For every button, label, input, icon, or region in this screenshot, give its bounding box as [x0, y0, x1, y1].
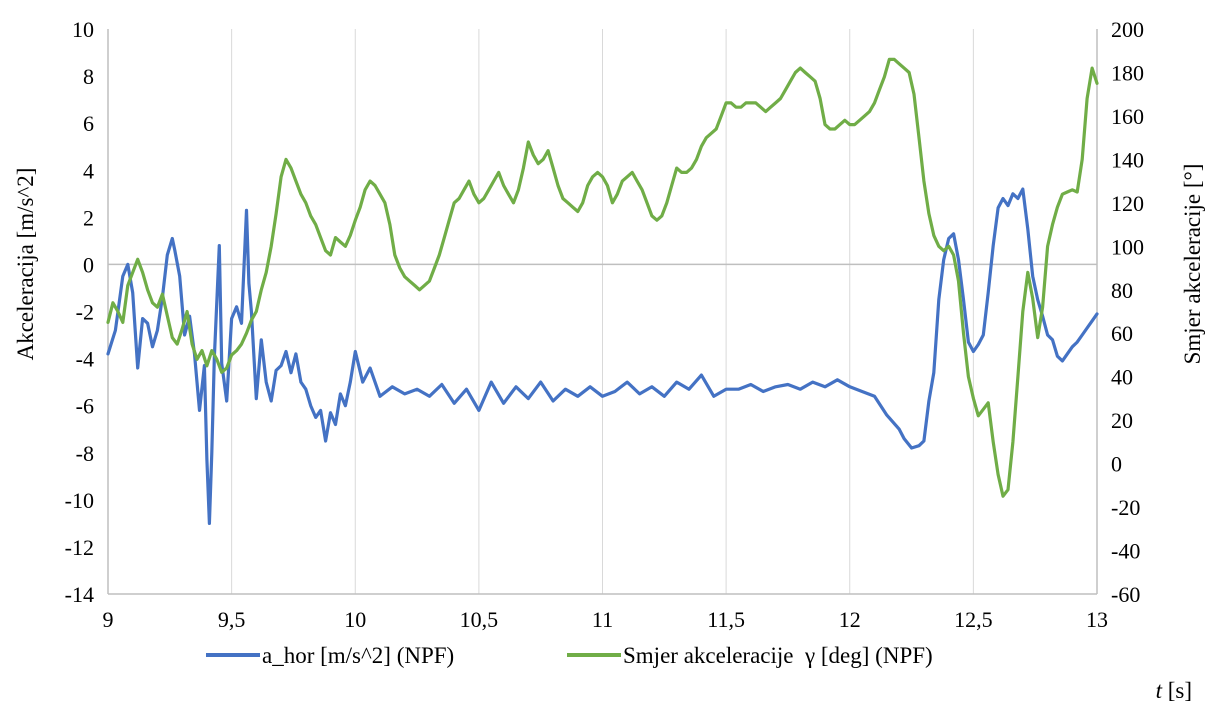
x-axis-title-symbol: t — [1156, 678, 1163, 703]
y-right-tick-label: 180 — [1111, 60, 1144, 85]
legend: a_hor [m/s^2] (NPF) Smjer akceleracije γ… — [206, 643, 933, 668]
x-tick-label: 10,5 — [460, 607, 499, 632]
legend-label-a-hor: a_hor [m/s^2] (NPF) — [262, 643, 454, 668]
y-left-tick-label: -14 — [65, 582, 94, 607]
y-right-tick-label: 0 — [1111, 452, 1122, 477]
series-layer — [106, 57, 1099, 526]
y-axis-right-title: Smjer akceleracije [°] — [1180, 164, 1205, 365]
y-left-tick-label: -4 — [76, 347, 94, 372]
y-axis-left-title: Akceleracija [m/s^2] — [13, 168, 38, 361]
y-right-tick-label: -40 — [1111, 539, 1140, 564]
x-axis-title-unit: [s] — [1162, 678, 1192, 703]
x-tick-label: 13 — [1086, 607, 1108, 632]
y-right-tick-label: 40 — [1111, 365, 1133, 390]
y-left-tick-label: 8 — [83, 64, 94, 89]
y-left-tick-label: -12 — [65, 535, 94, 560]
axes — [107, 29, 1098, 595]
legend-label-smjer: Smjer akceleracije γ [deg] (NPF) — [623, 643, 933, 668]
y-left-tick-label: -10 — [65, 488, 94, 513]
y-right-tick-label: -60 — [1111, 582, 1140, 607]
y-left-tick-label: 2 — [83, 205, 94, 230]
x-tick-labels: 9 9,5 10 10,5 11 11,5 12 12,5 13 — [103, 607, 1109, 632]
y-right-tick-label: 120 — [1111, 191, 1144, 216]
y-right-tick-label: 20 — [1111, 408, 1133, 433]
y-left-tick-label: -6 — [76, 394, 94, 419]
x-tick-label: 11 — [592, 607, 613, 632]
y-right-tick-label: 80 — [1111, 278, 1133, 303]
y-right-tick-label: 200 — [1111, 17, 1144, 42]
y-left-tick-label: 6 — [83, 111, 94, 136]
y-left-tick-label: 0 — [83, 252, 94, 277]
y-right-tick-label: 140 — [1111, 147, 1144, 172]
y-right-tick-label: 60 — [1111, 321, 1133, 346]
y-left-tick-label: -2 — [76, 300, 94, 325]
x-tick-label: 9,5 — [218, 607, 246, 632]
y-right-tick-label: -20 — [1111, 495, 1140, 520]
y-left-tick-labels: 10 8 6 4 2 0 -2 -4 -6 -8 -10 -12 -14 — [65, 17, 94, 607]
x-axis-title: t [s] — [1156, 678, 1192, 703]
x-tick-label: 12 — [839, 607, 861, 632]
y-left-tick-label: -8 — [76, 441, 94, 466]
y-right-tick-label: 160 — [1111, 104, 1144, 129]
x-tick-label: 11,5 — [707, 607, 745, 632]
x-tick-label: 9 — [103, 607, 114, 632]
y-left-tick-label: 4 — [83, 158, 94, 183]
y-left-tick-label: 10 — [72, 17, 94, 42]
x-tick-label: 10 — [344, 607, 366, 632]
series-line-smjer — [106, 57, 1099, 498]
series-line-a-hor — [106, 187, 1099, 526]
x-tick-label: 12,5 — [954, 607, 993, 632]
y-right-tick-label: 100 — [1111, 234, 1144, 259]
